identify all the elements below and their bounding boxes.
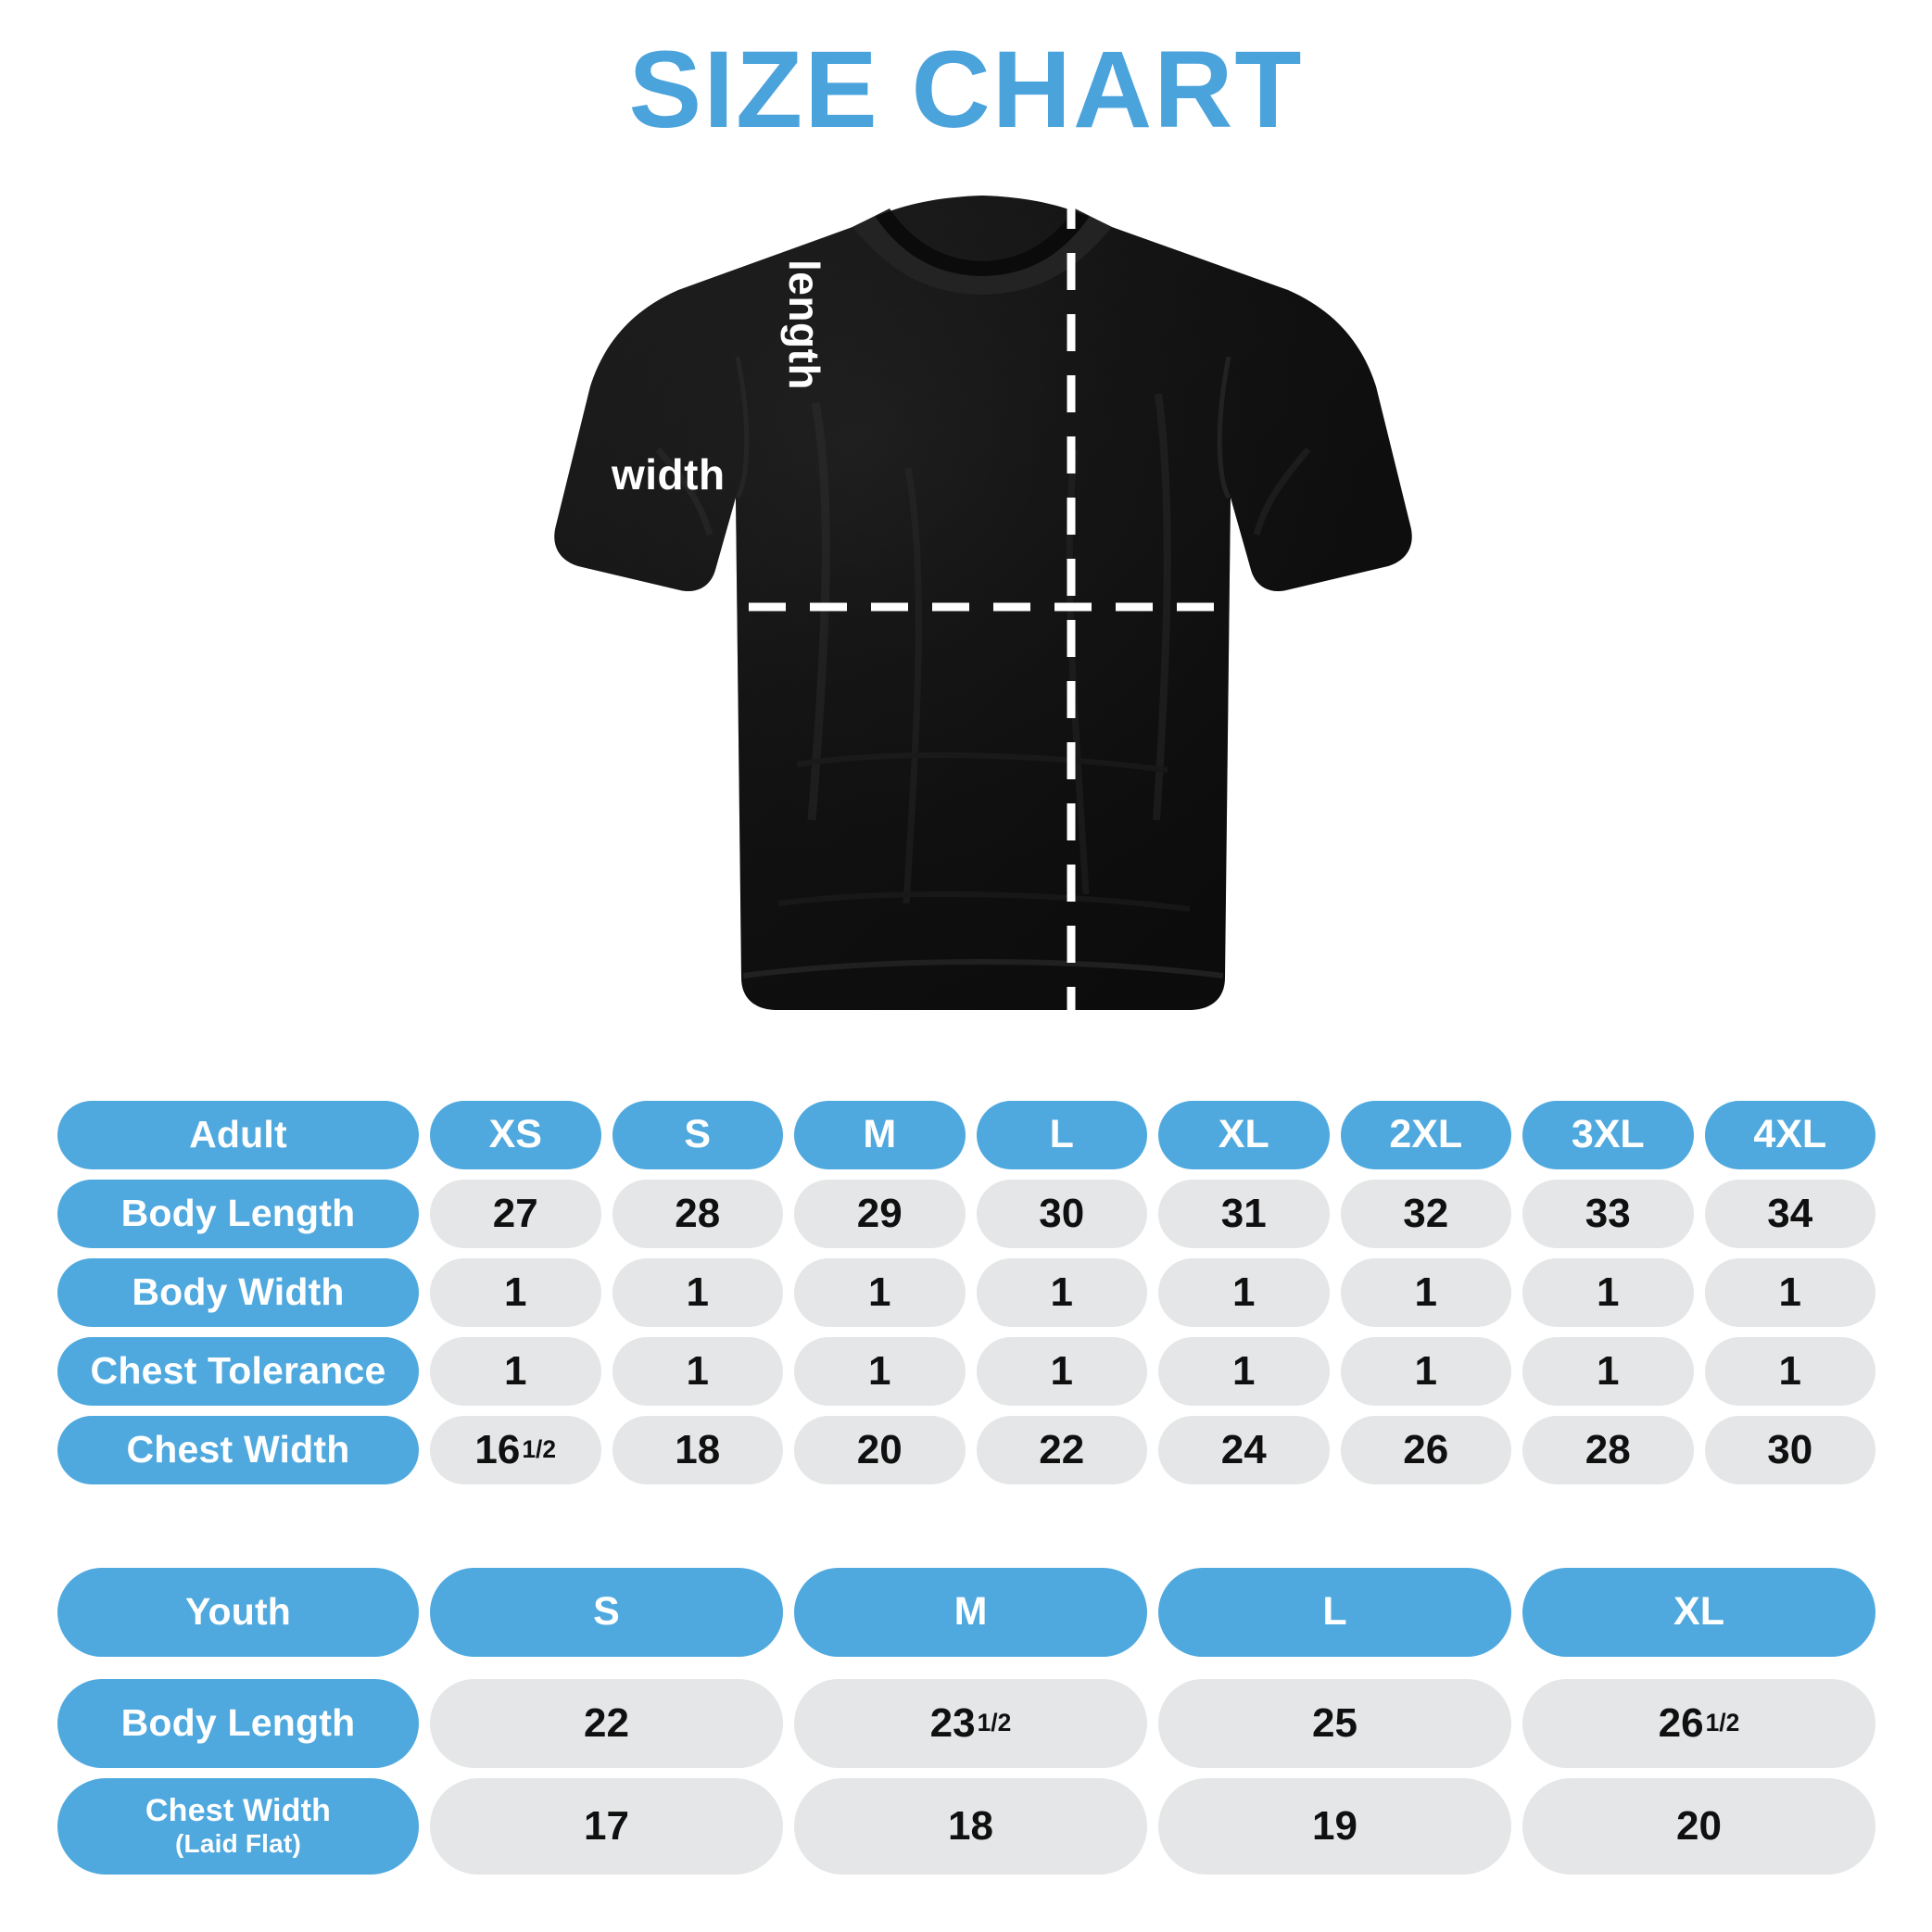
row-label-main: Chest Width (145, 1793, 332, 1829)
row-label-chest-tolerance: Chest Tolerance (57, 1337, 419, 1406)
table-cell: 17 (430, 1778, 783, 1875)
row-label-chest-width: Chest Width (57, 1416, 419, 1484)
shirt-collar-inner (875, 208, 1090, 276)
cell-fraction: 1/2 (977, 1709, 1012, 1737)
youth-size-header-m: M (794, 1568, 1147, 1657)
table-cell: 1 (1340, 1337, 1511, 1406)
table-cell: 1 (1704, 1258, 1875, 1327)
table-cell: 28 (612, 1180, 783, 1248)
table-cell: 1 (976, 1337, 1147, 1406)
table-cell: 26 (1340, 1416, 1511, 1484)
adult-size-header-l: L (976, 1101, 1147, 1169)
adult-size-header-xs: XS (430, 1101, 601, 1169)
adult-size-header-s: S (612, 1101, 783, 1169)
left-sleeve-seam (735, 356, 750, 499)
right-sleeve-seam (1217, 356, 1231, 499)
table-cell: 1 (430, 1337, 601, 1406)
youth-size-table: Youth S M L XL Body Length 22 23 1/2 25 2… (57, 1568, 1875, 1875)
youth-section-label: Youth (57, 1568, 419, 1657)
table-cell: 1 (1158, 1337, 1330, 1406)
table-cell: 26 1/2 (1522, 1679, 1875, 1768)
table-cell: 25 (1158, 1679, 1511, 1768)
cell-fraction: 1/2 (1705, 1709, 1740, 1737)
table-cell: 1 (1522, 1337, 1694, 1406)
table-row: Chest Tolerance 1 1 1 1 1 1 1 1 (57, 1337, 1875, 1406)
table-cell: 33 (1522, 1180, 1694, 1248)
table-cell: 30 (976, 1180, 1147, 1248)
cell-whole: 26 (1658, 1699, 1704, 1746)
table-cell: 1 (1158, 1258, 1330, 1327)
table-cell: 1 (1522, 1258, 1694, 1327)
adult-section-label: Adult (57, 1101, 419, 1169)
row-label-youth-chest-width: Chest Width (Laid Flat) (57, 1778, 419, 1875)
table-cell: 19 (1158, 1778, 1511, 1875)
youth-header-row: Youth S M L XL (57, 1568, 1875, 1657)
tshirt-graphic (554, 192, 1432, 1038)
table-cell: 1 (1704, 1337, 1875, 1406)
table-cell: 28 (1522, 1416, 1694, 1484)
table-cell: 1 (794, 1258, 966, 1327)
table-row: Body Length 27 28 29 30 31 32 33 34 (57, 1180, 1875, 1248)
shirt-hem (742, 959, 1224, 979)
length-label: length (780, 259, 828, 390)
table-cell: 23 1/2 (794, 1679, 1147, 1768)
cell-fraction: 1/2 (522, 1435, 557, 1464)
adult-size-header-2xl: 2XL (1340, 1101, 1511, 1169)
table-cell: 18 (794, 1778, 1147, 1875)
row-label-sub: (Laid Flat) (175, 1829, 301, 1859)
fabric-folds (655, 393, 1311, 912)
adult-size-table: Adult XS S M L XL 2XL 3XL 4XL Body Lengt… (57, 1101, 1875, 1484)
table-cell: 1 (612, 1258, 783, 1327)
table-cell: 22 (430, 1679, 783, 1768)
table-cell: 27 (430, 1180, 601, 1248)
table-cell: 1 (976, 1258, 1147, 1327)
table-cell: 1 (794, 1337, 966, 1406)
table-cell: 24 (1158, 1416, 1330, 1484)
table-cell: 1 (430, 1258, 601, 1327)
youth-size-header-s: S (430, 1568, 783, 1657)
table-cell: 22 (976, 1416, 1147, 1484)
table-row: Body Length 22 23 1/2 25 26 1/2 (57, 1679, 1875, 1768)
adult-header-row: Adult XS S M L XL 2XL 3XL 4XL (57, 1101, 1875, 1169)
adult-size-header-4xl: 4XL (1704, 1101, 1875, 1169)
table-cell: 30 (1704, 1416, 1875, 1484)
page-title: SIZE CHART (628, 29, 1304, 151)
table-cell: 18 (612, 1416, 783, 1484)
adult-size-header-xl: XL (1158, 1101, 1330, 1169)
table-cell: 1 (1340, 1258, 1511, 1327)
youth-size-header-xl: XL (1522, 1568, 1875, 1657)
table-row: Chest Width (Laid Flat) 17 18 19 20 (57, 1778, 1875, 1875)
table-cell: 34 (1704, 1180, 1875, 1248)
table-cell: 29 (794, 1180, 966, 1248)
adult-size-header-m: M (794, 1101, 966, 1169)
row-label-youth-body-length: Body Length (57, 1679, 419, 1768)
adult-size-header-3xl: 3XL (1522, 1101, 1694, 1169)
table-cell: 20 (1522, 1778, 1875, 1875)
width-label: width (612, 450, 726, 499)
youth-size-header-l: L (1158, 1568, 1511, 1657)
shirt-collar (852, 216, 1112, 295)
table-cell: 32 (1340, 1180, 1511, 1248)
table-row: Body Width 1 1 1 1 1 1 1 1 (57, 1258, 1875, 1327)
table-cell: 31 (1158, 1180, 1330, 1248)
cell-whole: 16 (474, 1426, 521, 1472)
row-label-body-length: Body Length (57, 1180, 419, 1248)
shirt-shading (554, 196, 1412, 1010)
row-label-body-width: Body Width (57, 1258, 419, 1327)
table-row: Chest Width 16 1/2 18 20 22 24 26 28 30 (57, 1416, 1875, 1484)
table-cell: 20 (794, 1416, 966, 1484)
tshirt-illustration: width length (519, 171, 1446, 1061)
table-cell: 16 1/2 (430, 1416, 601, 1484)
table-cell: 1 (612, 1337, 783, 1406)
cell-whole: 23 (929, 1699, 976, 1746)
